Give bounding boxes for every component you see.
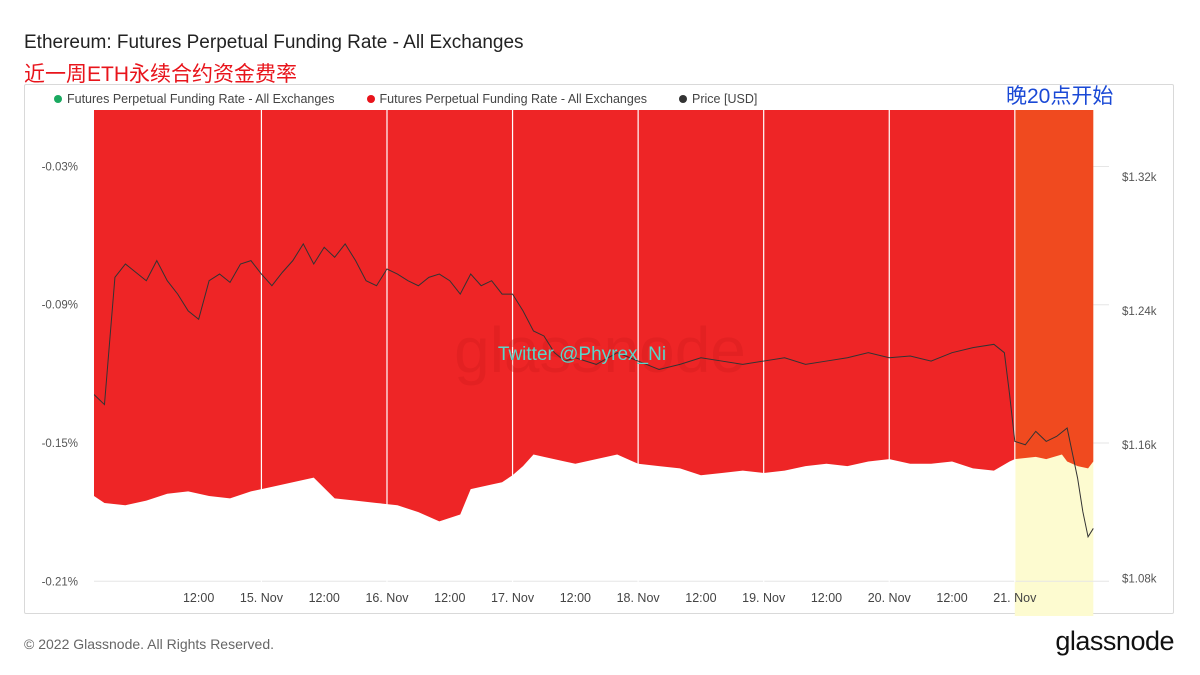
x-tick-label: 12:00 xyxy=(183,591,214,605)
copyright: © 2022 Glassnode. All Rights Reserved. xyxy=(24,636,275,652)
y-right-tick-label: $1.16k xyxy=(1122,440,1157,452)
glassnode-logo: glassnode xyxy=(1055,626,1174,656)
legend-label: Futures Perpetual Funding Rate - All Exc… xyxy=(67,92,335,106)
x-tick-label: 18. Nov xyxy=(617,591,661,605)
funding-rate-area xyxy=(94,110,1015,522)
y-axis-right: $1.32k $1.24k $1.16k $1.08k xyxy=(1122,172,1157,586)
x-axis: 12:00 15. Nov 12:00 16. Nov 12:00 17. Nov 12:0… xyxy=(183,591,1037,605)
legend-item-price[interactable]: Price [USD] xyxy=(679,92,757,106)
glassnode-watermark: glassnode xyxy=(454,314,746,386)
y-left-tick-label: -0.09% xyxy=(42,300,78,312)
chart-frame xyxy=(24,84,1174,614)
price-line xyxy=(94,242,1094,539)
y-left-tick-label: -0.21% xyxy=(42,576,78,588)
y-right-tick-label: $1.32k xyxy=(1122,172,1157,184)
funding-rate-highlight-area xyxy=(1014,110,1094,469)
y-axis-left: -0.03% -0.09% -0.15% -0.21% xyxy=(42,161,78,588)
legend-dot-price xyxy=(679,95,688,103)
x-tick-label: 12:00 xyxy=(309,591,340,605)
twitter-watermark: Twitter @Phyrex_Ni xyxy=(498,344,666,365)
x-tick-label: 15. Nov xyxy=(240,591,284,605)
chart-title: Ethereum: Futures Perpetual Funding Rate… xyxy=(24,32,524,53)
highlight-annotation: 晚20点开始 xyxy=(1006,85,1114,108)
x-tick-label: 21. Nov xyxy=(993,591,1037,605)
x-tick-label: 12:00 xyxy=(685,591,716,605)
x-tick-label: 17. Nov xyxy=(491,591,535,605)
x-tick-label: 12:00 xyxy=(560,591,591,605)
legend-item-funding-green[interactable]: Futures Perpetual Funding Rate - All Exc… xyxy=(54,92,335,106)
day-separators xyxy=(260,110,1016,582)
x-tick-label: 19. Nov xyxy=(742,591,786,605)
chart-subtitle: 近一周ETH永续合约资金费率 xyxy=(24,63,297,86)
y-left-tick-label: -0.15% xyxy=(42,438,78,450)
y-right-tick-label: $1.24k xyxy=(1122,306,1157,318)
x-tick-label: 20. Nov xyxy=(868,591,912,605)
legend-label: Price [USD] xyxy=(692,92,758,106)
y-left-tick-label: -0.03% xyxy=(42,161,78,173)
x-tick-label: 12:00 xyxy=(811,591,842,605)
legend-dot-red xyxy=(366,95,375,103)
x-tick-label: 12:00 xyxy=(936,591,967,605)
y-right-tick-label: $1.08k xyxy=(1122,574,1157,586)
legend-item-funding-red[interactable]: Futures Perpetual Funding Rate - All Exc… xyxy=(366,92,648,106)
legend-dot-green xyxy=(54,95,62,103)
legend: Futures Perpetual Funding Rate - All Exc… xyxy=(54,92,757,106)
x-tick-label: 16. Nov xyxy=(365,591,409,605)
legend-label: Futures Perpetual Funding Rate - All Exc… xyxy=(379,92,648,106)
x-tick-label: 12:00 xyxy=(434,591,465,605)
